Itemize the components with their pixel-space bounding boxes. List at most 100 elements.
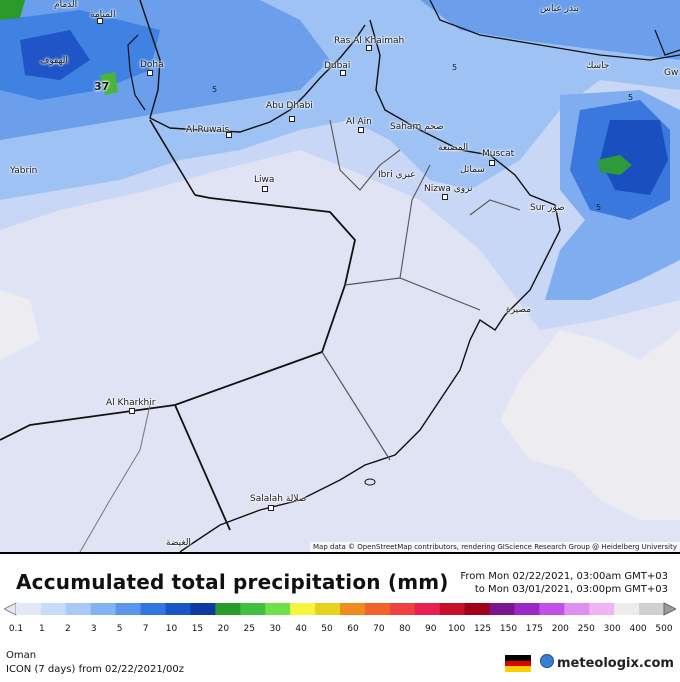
place-label: Gw bbox=[664, 68, 679, 78]
precipitation-map[interactable]: 5 5 5 5 الدمام المنامة الهفوف Doha Ras A… bbox=[0, 0, 680, 552]
scale-swatch bbox=[240, 603, 266, 615]
place-label: Al Ruwais bbox=[186, 125, 230, 135]
place-label: Abu Dhabi bbox=[266, 101, 313, 111]
scale-ticks: 0.1 1 2 3 5 7 10 15 20 25 30 40 50 60 70 80 90 100 125 150 1… bbox=[9, 624, 673, 638]
yemen-inner-line bbox=[79, 404, 151, 552]
oman-region-line-1 bbox=[321, 351, 391, 461]
scale-swatch bbox=[389, 603, 416, 615]
scale-tick-label: 20 bbox=[217, 624, 230, 634]
place-label: المصنعة bbox=[438, 143, 469, 153]
place-label: الهفوف bbox=[40, 56, 68, 66]
place-label: مصيرة bbox=[506, 305, 532, 315]
gulf-coastline bbox=[139, 0, 366, 133]
scale-swatch bbox=[464, 603, 491, 615]
precip-corner-green bbox=[0, 0, 25, 20]
place-label: Salalah صلالة bbox=[250, 494, 307, 504]
scale-swatch bbox=[564, 603, 590, 615]
brand-link[interactable]: meteologix.com bbox=[540, 654, 674, 671]
scale-swatch bbox=[340, 603, 366, 615]
scale-tick-label: 175 bbox=[525, 624, 543, 634]
place-label: Ras Al Khaimah bbox=[334, 36, 405, 46]
place-label: Liwa bbox=[254, 175, 275, 185]
scale-tick-label: 40 bbox=[295, 624, 307, 634]
city-marker bbox=[289, 116, 295, 122]
place-label: بندر عباس bbox=[540, 4, 579, 14]
yemen-border bbox=[174, 404, 231, 531]
scale-tick-label: 200 bbox=[551, 624, 569, 634]
place-label: Saham صحم bbox=[390, 122, 444, 132]
city-marker bbox=[262, 186, 268, 192]
place-label: الغيضة bbox=[166, 538, 191, 548]
qatar-coast bbox=[127, 34, 146, 111]
scale-tick-label: 500 bbox=[655, 624, 673, 634]
scale-tick-label: 125 bbox=[473, 624, 492, 634]
place-label: Al Ain bbox=[346, 117, 372, 127]
scale-tick-label: 1 bbox=[39, 624, 45, 634]
contour-label: 5 bbox=[212, 85, 217, 94]
pakistan-coast bbox=[654, 29, 680, 56]
flag-stripe bbox=[505, 660, 531, 667]
scale-swatch bbox=[639, 603, 665, 615]
chart-title: Accumulated total precipitation (mm) bbox=[16, 570, 449, 594]
flag-stripe bbox=[505, 655, 531, 661]
scale-swatch bbox=[290, 603, 316, 615]
globe-icon bbox=[540, 654, 554, 668]
island bbox=[364, 478, 376, 486]
scale-swatch bbox=[165, 603, 191, 615]
precip-north-band bbox=[420, 0, 680, 60]
scale-swatch bbox=[364, 603, 391, 615]
city-marker bbox=[366, 45, 372, 51]
scale-swatch bbox=[65, 603, 92, 615]
place-label: Nizwa نزوى bbox=[424, 184, 473, 194]
map-canvas: 5 5 5 5 bbox=[0, 0, 680, 552]
model-label: ICON (7 days) from 02/22/2021/00z bbox=[6, 664, 185, 675]
scale-tick-label: 80 bbox=[399, 624, 411, 634]
place-label: Sur صور bbox=[530, 203, 565, 213]
scale-tick-label: 2 bbox=[64, 624, 71, 634]
place-label: جاسك bbox=[586, 61, 610, 71]
scale-swatch bbox=[514, 603, 540, 615]
scale-tick-label: 50 bbox=[321, 624, 333, 634]
scale-tick-label: 150 bbox=[499, 624, 518, 634]
scale-tick-label: 5 bbox=[116, 624, 123, 634]
scale-swatch bbox=[115, 603, 142, 615]
legend-footer: Accumulated total precipitation (mm) Fro… bbox=[0, 552, 680, 682]
scale-swatch bbox=[90, 603, 117, 615]
precip-east-core-dark bbox=[600, 120, 668, 195]
scale-tick-label: 0.1 bbox=[8, 624, 24, 634]
scale-tick-label: 250 bbox=[577, 624, 595, 634]
place-label: الدمام bbox=[54, 0, 78, 10]
city-marker bbox=[147, 70, 153, 76]
scale-swatch bbox=[439, 603, 466, 615]
precip-west-core bbox=[20, 30, 90, 80]
time-range-start: From Mon 02/22/2021, 03:00am GMT+03 bbox=[460, 571, 668, 582]
city-marker bbox=[489, 160, 495, 166]
scale-swatch bbox=[215, 603, 241, 615]
place-label: Muscat bbox=[482, 149, 515, 159]
map-attribution[interactable]: Map data © OpenStreetMap contributors, r… bbox=[310, 542, 680, 552]
place-label: Al Kharkhir bbox=[106, 398, 156, 408]
scale-tick-label: 7 bbox=[142, 624, 149, 634]
germany-flag-icon bbox=[505, 655, 531, 672]
oman-coastline bbox=[179, 19, 561, 552]
scale-tick-label: 10 bbox=[165, 624, 178, 634]
scale-tick-label: 70 bbox=[373, 624, 385, 634]
scale-swatch bbox=[589, 603, 615, 615]
city-marker bbox=[268, 505, 274, 511]
scale-tick-label: 400 bbox=[629, 624, 647, 634]
scale-tick-label: 60 bbox=[347, 624, 359, 634]
place-label: المنامة bbox=[90, 10, 116, 20]
place-label: سمائل bbox=[460, 165, 485, 175]
scale-swatch bbox=[16, 603, 42, 615]
flag-stripe bbox=[505, 666, 531, 672]
scale-tick-label: 15 bbox=[191, 624, 204, 634]
time-range-end: to Mon 03/01/2021, 03:00pm GMT+03 bbox=[474, 584, 668, 595]
city-marker bbox=[340, 70, 346, 76]
scale-tick-label: 25 bbox=[243, 624, 255, 634]
contour-label: 5 bbox=[628, 93, 633, 102]
city-marker bbox=[129, 408, 135, 414]
uae-saudi-border bbox=[149, 119, 196, 196]
scale-swatch bbox=[190, 603, 216, 615]
contour-label: 5 bbox=[452, 63, 457, 72]
city-marker bbox=[442, 194, 448, 200]
